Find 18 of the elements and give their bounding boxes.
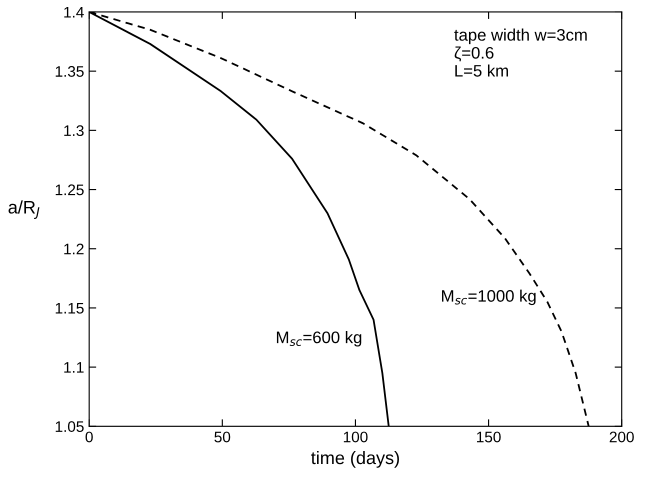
- y-tick-label: 1.2: [64, 244, 84, 254]
- y-tick-label: 1.25: [56, 184, 84, 196]
- x-tick-label: 150: [476, 432, 501, 442]
- annotation: M$_{sc}$=600 kg: [276, 331, 362, 347]
- y-tick-label: 1.4: [64, 7, 84, 18]
- y-tick-label: 1.15: [56, 302, 84, 314]
- y-tick-label: 1.3: [64, 125, 84, 136]
- y-tick-label: 1.1: [64, 362, 84, 373]
- y-axis-title: a/R$_{J}$: [8, 200, 40, 219]
- x-tick-label: 0: [86, 432, 93, 442]
- x-tick-label: 50: [214, 432, 230, 442]
- x-axis-title: time (days): [311, 450, 399, 468]
- x-tick-label: 200: [610, 432, 634, 442]
- y-tick-label: 1.35: [56, 66, 84, 77]
- x-tick-label: 100: [344, 432, 368, 442]
- y-tick-label: 1.05: [56, 421, 84, 432]
- annotation: tape width w=3cm ζ=0.6 L=5 km: [454, 28, 587, 77]
- annotation: M$_{sc}$=1000 kg: [442, 290, 536, 306]
